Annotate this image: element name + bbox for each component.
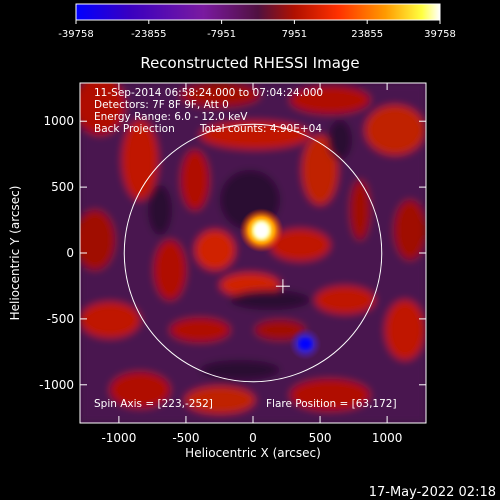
x-tick-label: 1000	[372, 431, 403, 445]
axis-ticks	[80, 83, 426, 423]
annotation-flare-position: Flare Position = [63,172]	[266, 398, 397, 410]
chart-title: Reconstructed RHESSI Image	[140, 54, 359, 72]
y-axis-label: Heliocentric Y (arcsec)	[8, 186, 22, 321]
colorbar-tick-label: -7951	[207, 29, 236, 40]
y-tick-labels: 1000 500 0 -500 -1000	[39, 114, 74, 392]
footer-timestamp: 17-May-2022 02:18	[369, 485, 496, 500]
flare-source-core	[253, 221, 270, 240]
x-tick-label: 0	[249, 431, 257, 445]
x-axis-label: Heliocentric X (arcsec)	[185, 446, 321, 460]
negative-source-core	[299, 338, 312, 349]
annotation-total-counts: Total counts: 4.90E+04	[199, 123, 322, 135]
spin-axis-marker	[275, 279, 290, 294]
annotation-energy-range: Energy Range: 6.0 - 12.0 keV	[94, 111, 248, 123]
solar-limb-circle	[123, 123, 383, 383]
annotation-method: Back Projection	[94, 123, 175, 135]
x-tick-label: -500	[172, 431, 199, 445]
sources	[239, 208, 322, 360]
annotation-time-range: 11-Sep-2014 06:58:24.000 to 07:04:24.000	[94, 87, 323, 99]
y-tick-label: 500	[51, 180, 74, 194]
y-tick-label: -1000	[39, 378, 74, 392]
colorbar-tick-label: 39758	[424, 29, 456, 40]
x-tick-label: -1000	[101, 431, 136, 445]
x-tick-labels: -1000 -500 0 500 1000	[101, 431, 402, 445]
image-pattern	[80, 83, 426, 423]
colorbar-tick-labels: -39758 -23855 -7951 7951 23855 39758	[58, 29, 456, 40]
colorbar-ticks	[75, 20, 441, 24]
colorbar-tick-label: -39758	[58, 29, 93, 40]
y-tick-label: -500	[47, 312, 74, 326]
colorbar-tick-label: 7951	[282, 29, 307, 40]
y-tick-label: 1000	[43, 114, 74, 128]
colorbar: -39758 -23855 -7951 7951 23855 39758	[58, 3, 456, 40]
colorbar-tick-label: 23855	[351, 29, 383, 40]
colorbar-gradient	[75, 3, 441, 21]
y-tick-label: 0	[66, 246, 74, 260]
colorbar-tick-label: -23855	[131, 29, 166, 40]
image-plot: -1000 -500 0 500 1000 1000 500 0 -500 -1000	[39, 82, 427, 445]
annotations: 11-Sep-2014 06:58:24.000 to 07:04:24.000…	[94, 87, 397, 410]
annotation-detectors: Detectors: 7F 8F 9F, Att 0	[94, 99, 229, 111]
x-tick-label: 500	[309, 431, 332, 445]
annotation-spin-axis: Spin Axis = [223,-252]	[94, 398, 213, 410]
